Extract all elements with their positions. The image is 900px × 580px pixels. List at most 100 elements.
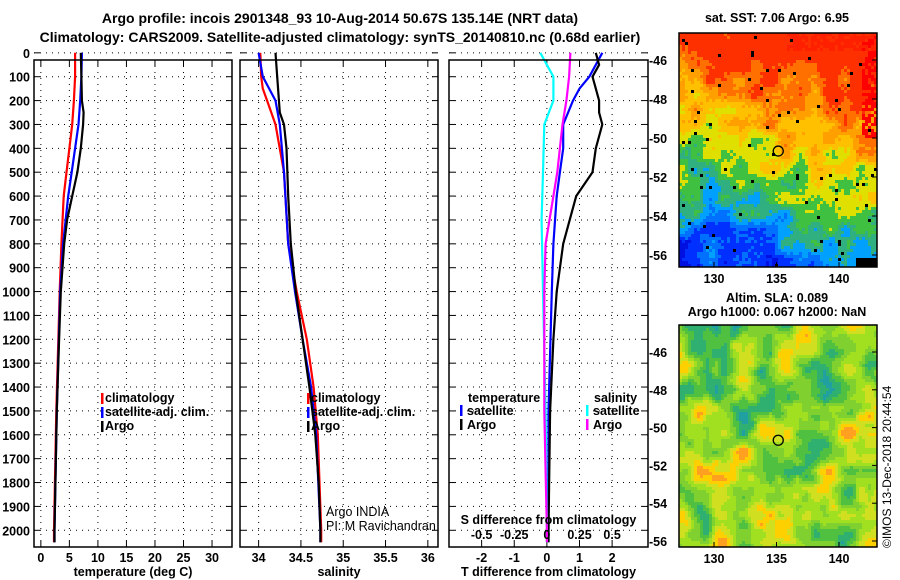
series-line-climatology bbox=[259, 52, 323, 543]
series-line-Argo bbox=[53, 52, 85, 543]
x-tick-label: 20 bbox=[148, 551, 162, 565]
title-line2: Climatology: CARS2009. Satellite-adjuste… bbox=[40, 29, 641, 45]
secondary-x-tick-label: 0 bbox=[543, 528, 550, 542]
x-tick-label: 35.5 bbox=[373, 551, 397, 565]
series-line-temperature-satellite bbox=[547, 52, 604, 543]
map-frame bbox=[678, 324, 878, 548]
x-tick-label: 15 bbox=[119, 551, 133, 565]
map-lat-label: -52 bbox=[649, 171, 667, 185]
x-tick-label: 0 bbox=[543, 551, 550, 565]
legend-swatch bbox=[307, 393, 310, 404]
map-lat-label: -46 bbox=[649, 346, 667, 360]
legend-title-temperature: temperature bbox=[468, 391, 540, 405]
sla-map-title-1: Altim. SLA: 0.089 bbox=[726, 291, 828, 305]
map-lat-label: -56 bbox=[649, 535, 667, 549]
x-tick-label: 34.5 bbox=[289, 551, 313, 565]
legend-label: climatology bbox=[311, 391, 381, 405]
y-tick-label: 1000 bbox=[2, 286, 30, 300]
argo-float-marker bbox=[772, 434, 784, 446]
x-tick-label: 34 bbox=[252, 551, 266, 565]
x-tick-label: 2 bbox=[609, 551, 616, 565]
map-lat-label: -50 bbox=[649, 132, 667, 146]
x-axis-label: temperature (deg C) bbox=[74, 565, 193, 579]
map-frame bbox=[678, 32, 878, 268]
map-lon-label: 130 bbox=[704, 552, 725, 566]
legend-swatch bbox=[101, 393, 104, 404]
legend-swatch bbox=[586, 405, 589, 416]
x-tick-label: 5 bbox=[66, 551, 73, 565]
y-tick-label: 900 bbox=[9, 262, 30, 276]
y-tick-label: 400 bbox=[9, 142, 30, 156]
y-tick-label: 1100 bbox=[3, 309, 30, 323]
temperature-profile: 0100200300400500600700800900100011001200… bbox=[2, 47, 233, 579]
legend-swatch bbox=[460, 419, 463, 430]
sstCanvas-axes: 130 135 140 -46 -48 -50 -52 -54 -56 bbox=[649, 32, 878, 286]
y-tick-label: 1800 bbox=[2, 477, 30, 491]
y-tick-label: 1300 bbox=[2, 357, 30, 371]
slaCanvas-axes: 130 135 140 -46 -48 -50 -52 -54 -56 bbox=[649, 324, 878, 566]
plot-frame bbox=[33, 59, 233, 548]
y-tick-label: 0 bbox=[23, 47, 30, 61]
series-line-Argo bbox=[274, 52, 322, 543]
y-tick-label: 300 bbox=[9, 118, 30, 132]
y-tick-label: 600 bbox=[9, 190, 30, 204]
map-lat-label: -48 bbox=[649, 93, 667, 107]
secondary-x-axis-label: S difference from climatology bbox=[461, 513, 637, 527]
difference-profile: -2 -1 0 1 2T difference from climatology temp… bbox=[448, 52, 649, 579]
map-lat-label: -54 bbox=[649, 210, 667, 224]
series-line-temperature-Argo bbox=[547, 52, 604, 543]
x-tick-label: 35 bbox=[336, 551, 350, 565]
y-tick-label: 800 bbox=[9, 238, 30, 252]
legend-swatch bbox=[101, 407, 104, 418]
argo-float-marker bbox=[772, 145, 784, 157]
legend-label: climatology bbox=[105, 391, 175, 405]
map-lon-label: 135 bbox=[766, 272, 787, 286]
y-tick-label: 1400 bbox=[2, 381, 30, 395]
map-lat-label: -54 bbox=[649, 497, 667, 511]
x-tick-label: 10 bbox=[91, 551, 105, 565]
legend-label: satellite-adj. clim. bbox=[105, 405, 209, 419]
plot-frame bbox=[239, 59, 439, 548]
legend-label: satellite bbox=[593, 404, 640, 418]
legend-swatch bbox=[101, 421, 104, 432]
x-tick-label: 1 bbox=[576, 551, 583, 565]
map-lat-label: -46 bbox=[649, 54, 667, 68]
salinity-profile: 34 34.5 35 35.5 36 salinity climatologysatelli… bbox=[239, 52, 439, 579]
title-line1: Argo profile: incois 2901348_93 10-Aug-2… bbox=[102, 10, 578, 26]
y-tick-label: 100 bbox=[9, 71, 30, 85]
map-lon-label: 140 bbox=[829, 552, 850, 566]
map-lon-label: 130 bbox=[704, 272, 725, 286]
annotation-text: PI: M Ravichandran bbox=[326, 519, 436, 533]
secondary-x-tick-label: -0.5 bbox=[471, 528, 493, 542]
x-tick-label: 30 bbox=[205, 551, 219, 565]
plot-frame bbox=[448, 59, 649, 548]
sla-map bbox=[679, 325, 877, 547]
y-tick-label: 2000 bbox=[2, 524, 30, 538]
legend-label: Argo bbox=[105, 419, 135, 433]
legend-title-salinity: salinity bbox=[594, 391, 637, 405]
map-lon-label: 135 bbox=[766, 552, 787, 566]
y-tick-label: 200 bbox=[9, 95, 30, 109]
x-tick-label: 25 bbox=[177, 551, 191, 565]
map-lon-label: 140 bbox=[829, 272, 850, 286]
sst-map bbox=[679, 33, 877, 267]
y-tick-label: 1900 bbox=[2, 500, 30, 514]
y-tick-label: 500 bbox=[9, 166, 30, 180]
map-lat-label: -52 bbox=[649, 459, 667, 473]
legend-swatch bbox=[307, 407, 310, 418]
x-tick-label: 36 bbox=[421, 551, 435, 565]
series-line-climatology bbox=[52, 52, 77, 543]
y-tick-label: 1600 bbox=[2, 429, 30, 443]
sst-map-title: sat. SST: 7.06 Argo: 6.95 bbox=[705, 11, 849, 25]
secondary-x-tick-label: 0.5 bbox=[603, 528, 620, 542]
legend-swatch bbox=[586, 419, 589, 430]
y-tick-label: 1500 bbox=[2, 405, 30, 419]
legend-label: satellite-adj. clim. bbox=[311, 405, 415, 419]
legend-swatch bbox=[307, 421, 310, 432]
legend-label: satellite bbox=[467, 404, 514, 418]
x-tick-label: -1 bbox=[509, 551, 520, 565]
map-lat-label: -56 bbox=[649, 249, 667, 263]
legend-label: Argo bbox=[593, 418, 623, 432]
legend-label: Argo bbox=[467, 418, 497, 432]
